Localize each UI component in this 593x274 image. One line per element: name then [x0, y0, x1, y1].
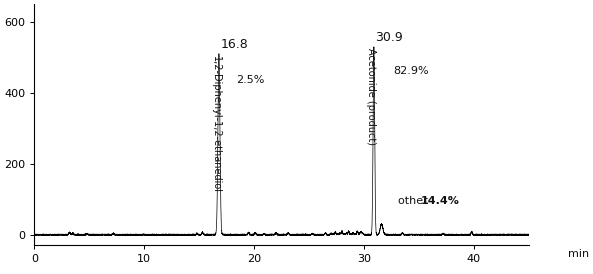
Text: 30.9: 30.9: [375, 31, 403, 44]
Text: min: min: [568, 250, 589, 259]
Text: 82.9%: 82.9%: [394, 66, 429, 76]
Text: Acetonide (product): Acetonide (product): [366, 48, 376, 145]
Text: 14.4%: 14.4%: [421, 196, 460, 206]
Text: 2.5%: 2.5%: [237, 75, 265, 85]
Text: 1,2-Diphenyl-1,2-ethanediol: 1,2-Diphenyl-1,2-ethanediol: [211, 56, 221, 193]
Text: 16.8: 16.8: [221, 38, 248, 51]
Text: other: other: [398, 196, 431, 206]
